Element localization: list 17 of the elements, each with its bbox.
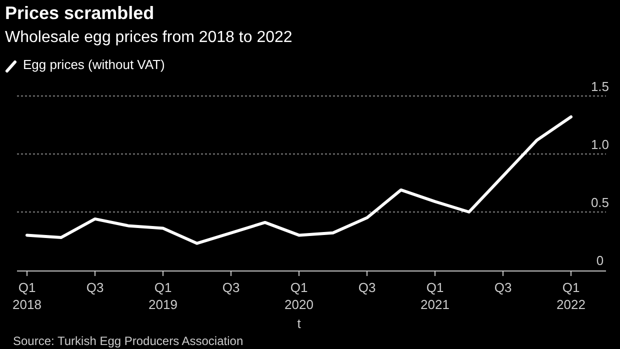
y-tick-label: 1.0 — [590, 137, 610, 152]
x-tick-label: Q3 — [358, 280, 376, 295]
y-tick-label: 0 — [596, 253, 604, 268]
x-tick-label: Q1 2021 — [420, 280, 450, 312]
y-tick-label: 1.5 — [590, 79, 610, 94]
source-note: Source: Turkish Egg Producers Association — [13, 334, 244, 348]
x-tick-label: Q3 — [86, 280, 104, 295]
x-axis-title: t — [297, 316, 302, 331]
x-tick-label: Q3 — [222, 280, 240, 295]
x-tick-label: Q1 2022 — [556, 280, 586, 312]
chart-title: Prices scrambled — [5, 3, 154, 23]
y-tick-label: 0.5 — [590, 195, 610, 210]
x-tick-label: Q3 — [494, 280, 512, 295]
x-tick-label: Q1 2018 — [12, 280, 42, 312]
x-tick-label: Q1 2019 — [148, 280, 178, 312]
legend-label: Egg prices (without VAT) — [23, 57, 165, 72]
chart-subtitle: Wholesale egg prices from 2018 to 2022 — [5, 29, 292, 46]
